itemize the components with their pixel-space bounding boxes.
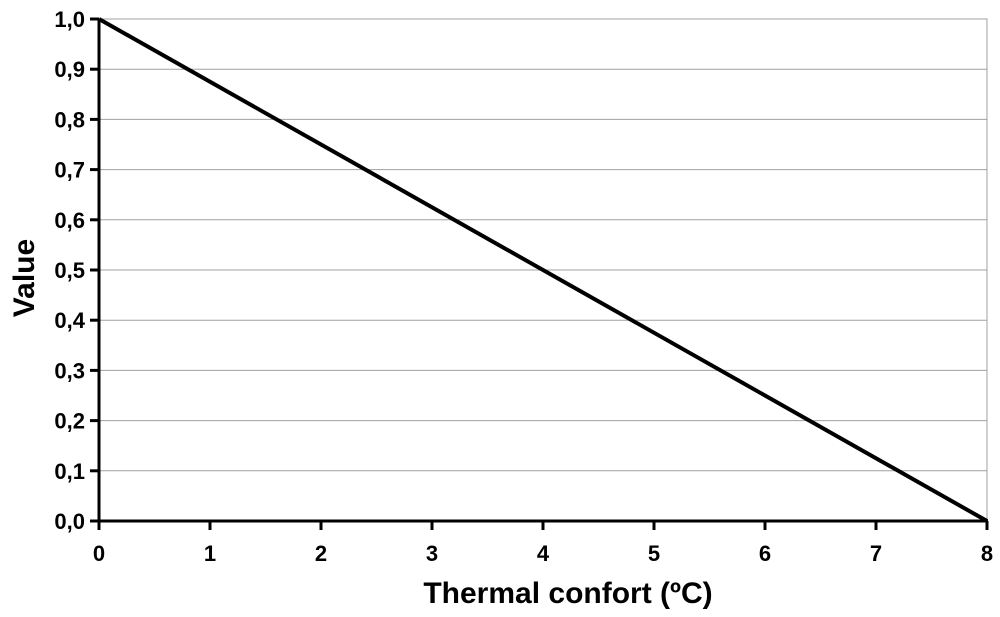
y-tick-label: 0,8 [54, 107, 85, 132]
x-tick-label: 4 [537, 541, 550, 566]
x-tick-label: 0 [93, 541, 105, 566]
x-axis-title: Thermal confort (ºC) [423, 577, 712, 610]
y-tick-label: 0,2 [54, 409, 85, 434]
x-tick-label: 3 [426, 541, 438, 566]
x-tick-label: 1 [204, 541, 216, 566]
x-tick-labels: 0 1 2 3 4 5 6 7 8 [93, 541, 993, 566]
y-tick-label: 1,0 [54, 7, 85, 32]
x-tick-label: 8 [981, 541, 993, 566]
series-line-0 [98, 17, 988, 523]
y-tick-label: 0,6 [54, 208, 85, 233]
y-tick-label: 0,7 [54, 158, 85, 183]
x-tick-label: 7 [870, 541, 882, 566]
y-tick-label: 0,1 [54, 459, 85, 484]
y-tick-label: 0,4 [54, 308, 85, 333]
y-tick-label: 0,5 [54, 258, 85, 283]
y-tick-label: 0,9 [54, 57, 85, 82]
y-axis-title: Value [8, 239, 41, 317]
x-tick-label: 2 [315, 541, 327, 566]
axes [90, 17, 989, 530]
y-tick-label: 0,0 [54, 509, 85, 534]
x-tick-label: 6 [759, 541, 771, 566]
x-tick-label: 5 [648, 541, 660, 566]
grid-lines [99, 18, 987, 472]
series-layer [98, 17, 988, 523]
y-tick-labels: 0,0 0,1 0,2 0,3 0,4 0,5 0,6 0,7 0,8 0,9 1,0 [54, 7, 85, 534]
y-tick-label: 0,3 [54, 358, 85, 383]
